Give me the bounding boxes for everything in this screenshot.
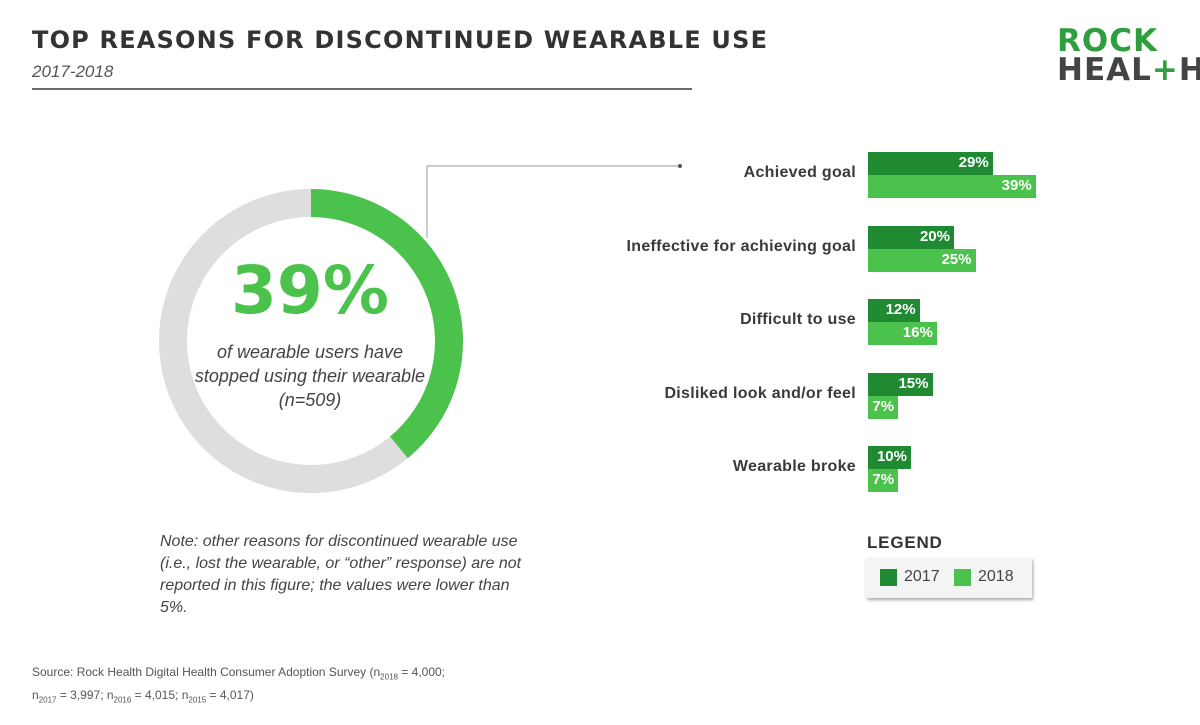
legend: 2017 2018: [866, 558, 1032, 598]
donut-caption: of wearable users have stopped using the…: [194, 342, 426, 410]
category-label: Ineffective for achieving goal: [626, 237, 856, 255]
bar-2018: 7%: [868, 469, 899, 492]
page-subtitle: 2017-2018: [32, 62, 114, 81]
title-divider: [32, 88, 692, 90]
legend-label-2017: 2017: [904, 568, 940, 585]
bar-value-label: 25%: [941, 250, 972, 268]
bar-value-label: 39%: [1001, 177, 1032, 194]
legend-label-2018: 2018: [978, 568, 1014, 585]
footnote: Note: other reasons for discontinued wea…: [160, 533, 522, 616]
bar-value-label: 29%: [958, 154, 989, 171]
page-title: TOP REASONS FOR DISCONTINUED WEARABLE US…: [32, 26, 769, 54]
bar-value-label: 7%: [872, 471, 895, 488]
category-label: Wearable broke: [732, 458, 856, 475]
bar-value-label: 12%: [885, 301, 916, 318]
bar-2018: 16%: [868, 322, 937, 345]
source-citation: Source: Rock Health Digital Health Consu…: [32, 665, 446, 705]
bar-2017: 10%: [868, 446, 911, 469]
callout-dot: [678, 164, 682, 168]
bar-value-label: 16%: [902, 324, 933, 341]
bar-2018: 7%: [868, 395, 899, 419]
donut-value-arc: [310, 189, 463, 459]
category-label: Difficult to use: [740, 311, 856, 328]
legend-swatch-2017: [880, 568, 897, 586]
bar-value-label: 7%: [872, 397, 895, 415]
logo-line-1: ROCK: [1057, 23, 1158, 59]
bar-value-label: 15%: [898, 374, 929, 392]
bar-2018: 39%: [868, 175, 1036, 198]
bar-2017: 12%: [868, 299, 920, 322]
category-label: Achieved goal: [743, 164, 856, 181]
legend-title: LEGEND: [867, 533, 943, 552]
bar-2017: 29%: [868, 152, 993, 175]
logo-line-2: HEAL+H: [1057, 52, 1200, 88]
bar-2017: 15%: [868, 372, 933, 396]
bar-value-label: 20%: [919, 227, 950, 245]
bar-2018: 25%: [868, 248, 976, 272]
callout-connector: [426, 165, 680, 238]
bar-2017: 20%: [868, 225, 954, 249]
logo-plus-icon: +: [1151, 52, 1179, 88]
category-label: Disliked look and/or feel: [664, 384, 856, 402]
rock-health-logo: ROCK HEAL+H: [1057, 23, 1200, 88]
bar-value-label: 10%: [876, 448, 907, 465]
donut-big-value: 39%: [231, 252, 389, 329]
legend-swatch-2018: [954, 568, 971, 586]
legend-item-2018: 2018: [954, 568, 1014, 586]
legend-item-2017: 2017: [880, 568, 940, 586]
